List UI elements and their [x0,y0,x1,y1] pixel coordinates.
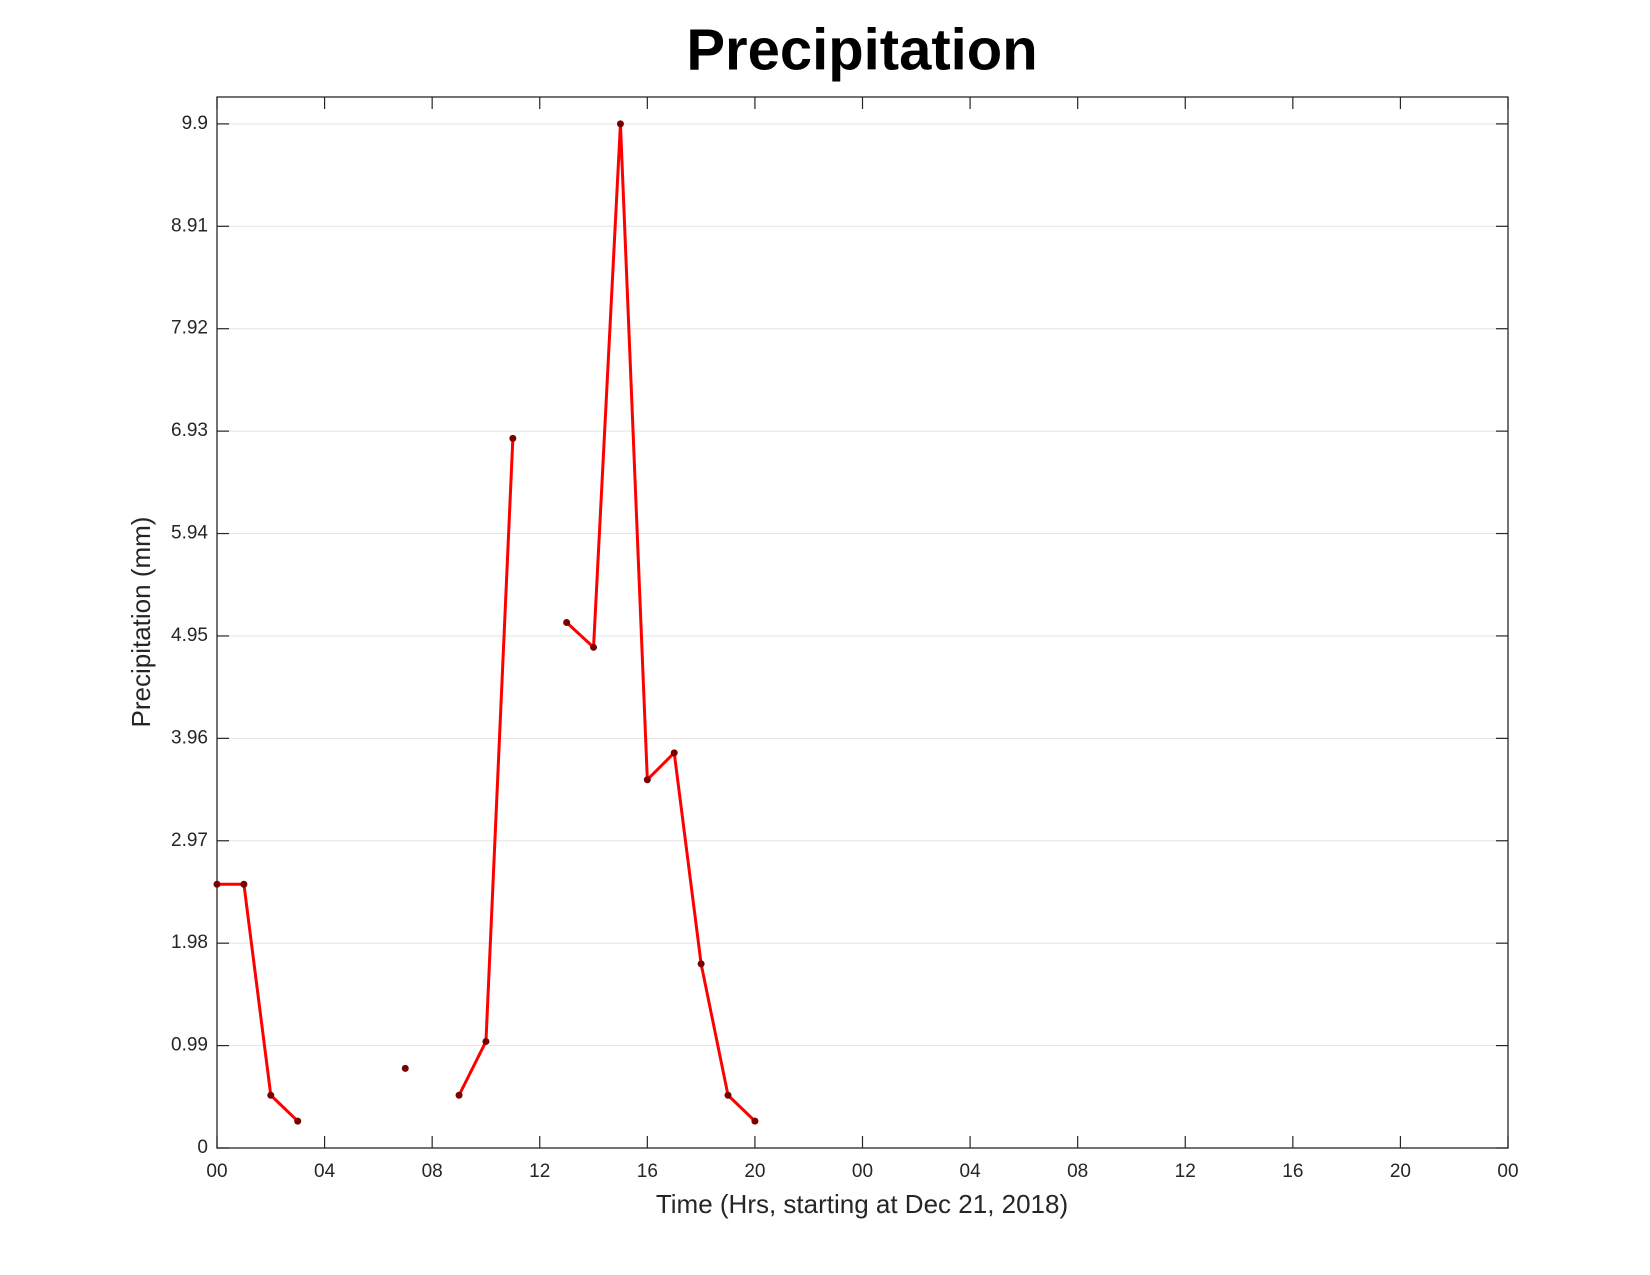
point [294,1117,302,1125]
chart-title: Precipitation [686,17,1037,82]
y-tick-label: 5.94 [171,523,208,544]
point [616,120,624,128]
x-tick-label: 00 [852,1161,873,1182]
y-axis-label: Precipitation (mm) [126,517,156,728]
point [213,880,221,888]
y-tick-label: 0.99 [171,1035,208,1056]
y-tick-label: 7.92 [171,318,208,339]
x-tick-label: 04 [960,1161,982,1182]
y-tick-label: 6.93 [171,420,208,441]
x-axis-label: Time (Hrs, starting at Dec 21, 2018) [656,1189,1068,1219]
plot-frame [216,96,1509,1149]
y-tick-label: 8.91 [171,215,208,236]
point [724,1091,732,1099]
point [563,619,571,626]
point [697,960,705,968]
y-tick-label: 9.9 [182,113,208,134]
x-tick-label: 20 [744,1161,765,1182]
x-tick-label: 16 [1282,1161,1303,1182]
line [217,122,756,1123]
x-tick-label: 00 [206,1161,227,1182]
point [751,1117,759,1125]
x-tick-label: 04 [314,1161,336,1182]
x-tick-label: 00 [1497,1161,1518,1182]
y-tick-label: 0 [197,1137,208,1158]
x-tick-label: 08 [1067,1161,1088,1182]
point [590,643,598,651]
x-tick-label: 20 [1390,1161,1411,1182]
point [509,434,517,442]
point [240,880,248,888]
x-tick-label: 08 [422,1161,443,1182]
point [482,1037,490,1045]
y-tick-label: 4.95 [171,625,208,646]
point [670,749,678,757]
y-tick-label: 1.98 [171,932,208,953]
point [643,776,651,784]
point [455,1091,463,1099]
x-tick-label: 12 [1175,1161,1196,1182]
x-tick-label: 16 [637,1161,658,1182]
y-tick-label: 3.96 [171,727,208,748]
point [267,1091,275,1099]
point [401,1064,409,1072]
y-tick-label: 2.97 [171,830,208,851]
x-tick-label: 12 [529,1161,550,1182]
